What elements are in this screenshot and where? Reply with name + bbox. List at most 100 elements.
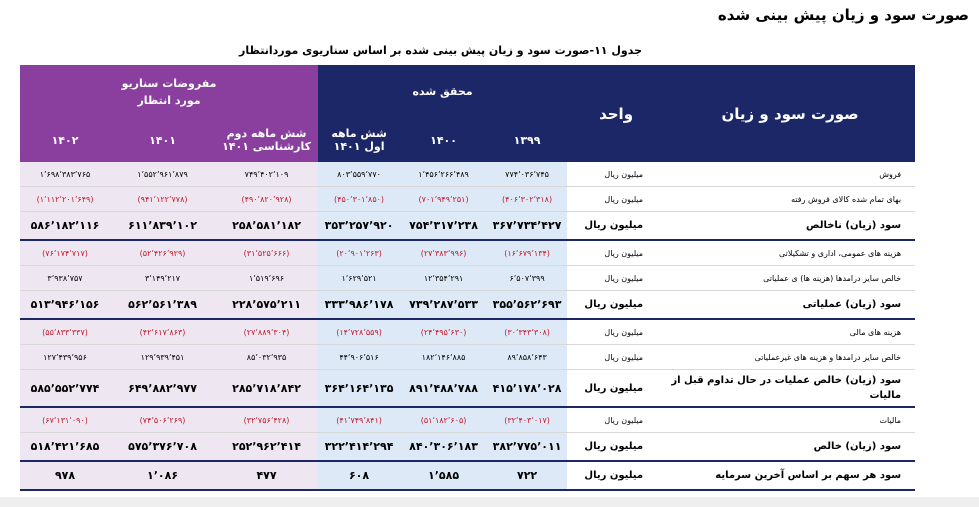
table-caption: جدول ۱۱-صورت سود و زیان پیش بینی شده بر …: [239, 44, 642, 57]
row-unit: میلیون ریال: [567, 344, 666, 370]
table-row: سود (زیان) خالص عملیات در حال تداوم قبل …: [20, 369, 916, 408]
row-label: مالیات: [665, 407, 916, 433]
cell-value: (۳۰٬۳۴۳٬۳۰۸): [487, 319, 568, 345]
table-row: سود (زیان) عملیاتی میلیون ریال ۳۵۵٬۵۶۲٬۶۹۳…: [20, 290, 916, 320]
row-unit: میلیون ریال: [567, 407, 666, 433]
cell-value: ۸۴۰٬۳۰۶٬۱۸۳: [400, 432, 488, 462]
row-unit: میلیون ریال: [567, 265, 666, 291]
table-row: مالیات میلیون ریال (۳۲٬۴۰۳٬۰۱۷) (۵۱٬۱۸۲٬۶۰۵…: [20, 407, 916, 433]
cell-value: ۴۷۷: [215, 461, 319, 491]
cell-value: ۶٬۵۰۷٬۳۹۹: [487, 265, 568, 291]
unit-header: واحد: [567, 65, 666, 162]
cell-value: (۴۰۶٬۳۰۲٬۳۱۸): [487, 186, 568, 212]
cell-value: ۱٬۶۹۸٬۳۸۳٬۷۶۵: [20, 162, 111, 187]
row-unit: میلیون ریال: [567, 432, 666, 462]
cell-value: ۸۹٬۸۵۸٬۶۴۳: [487, 344, 568, 370]
cell-value: ۷۷۴٬۰۳۶٬۷۴۵: [487, 162, 568, 187]
cell-value: ۵۶۲٬۵۶۱٬۳۸۹: [110, 290, 216, 320]
table-row: سود هر سهم بر اساس آخرین سرمایه میلیون ری…: [20, 461, 916, 491]
cell-value: ۵۷۵٬۳۷۶٬۷۰۸: [110, 432, 216, 462]
cell-value: (۲۷٬۸۸۹٬۳۰۴): [215, 319, 319, 345]
cell-value: (۷۴٬۵۰۶٬۲۶۹): [110, 407, 216, 433]
footer-band: [0, 497, 979, 507]
cell-value: ۵۸۶٬۱۸۲٬۱۱۶: [20, 211, 111, 241]
cell-value: ۱٬۵۵۲٬۹۶۱٬۸۷۹: [110, 162, 216, 187]
cell-value: (۴۲٬۶۱۷٬۸۶۳): [110, 319, 216, 345]
cell-value: ۲۵۲٬۹۶۲٬۴۱۴: [215, 432, 319, 462]
row-unit: میلیون ریال: [567, 290, 666, 320]
column-header: ۱۴۰۱: [110, 118, 216, 162]
cell-value: (۹۴۱٬۱۲۲٬۷۷۸): [110, 186, 216, 212]
cell-value: ۵۱۳٬۹۴۶٬۱۵۶: [20, 290, 111, 320]
name-header: صورت سود و زیان: [665, 65, 916, 162]
cell-value: (۵۵٬۸۳۳٬۳۳۷): [20, 319, 111, 345]
cell-value: ۶۰۸: [318, 461, 401, 491]
table-row: فروش میلیون ریال ۷۷۴٬۰۳۶٬۷۴۵ ۱٬۴۵۶٬۲۶۶٬۴۸۹ ۸…: [20, 162, 916, 187]
cell-value: (۲۴٬۴۹۵٬۶۳۰): [400, 319, 488, 345]
row-unit: میلیون ریال: [567, 240, 666, 266]
cell-value: (۳۱٬۵۲۵٬۶۶۶): [215, 240, 319, 266]
cell-value: (۴۵۰٬۳۰۱٬۸۵۰): [318, 186, 401, 212]
row-unit: میلیون ریال: [567, 162, 666, 187]
cell-value: (۶۷٬۱۳۱٬۰۹۰): [20, 407, 111, 433]
cell-value: ۷۴۹٬۴۰۲٬۱۰۹: [215, 162, 319, 187]
row-label: سود (زیان) خالص عملیات در حال تداوم قبل …: [665, 369, 916, 408]
cell-value: ۱۲۹٬۹۳۹٬۴۵۱: [110, 344, 216, 370]
cell-value: ۵۱۸٬۴۲۱٬۶۸۵: [20, 432, 111, 462]
cell-value: (۱۴٬۷۲۸٬۵۵۹): [318, 319, 401, 345]
cell-value: ۱٬۵۸۵: [400, 461, 488, 491]
column-header: ۱۴۰۲: [20, 118, 111, 162]
cell-value: (۷۶٬۱۷۴٬۷۱۷): [20, 240, 111, 266]
cell-value: ۱۲۷٬۴۳۹٬۹۵۶: [20, 344, 111, 370]
cell-value: ۱٬۵۱۹٬۶۹۶: [215, 265, 319, 291]
table-row: خالص سایر درامدها و هزینه های غیرعملیاتی…: [20, 344, 916, 370]
row-unit: میلیون ریال: [567, 186, 666, 212]
cell-value: ۷۳۹٬۲۸۷٬۵۳۳: [400, 290, 488, 320]
column-header: ۱۳۹۹: [487, 118, 568, 162]
row-label: هزینه های مالی: [665, 319, 916, 345]
page-title: صورت سود و زیان پیش بینی شده: [717, 6, 969, 24]
group-header: محقق شده: [318, 65, 568, 118]
row-label: فروش: [665, 162, 916, 187]
cell-value: ۶۴۹٬۸۸۲٬۹۷۷: [110, 369, 216, 408]
row-label: بهای تمام شده کالای فروش رفته: [665, 186, 916, 212]
table-row: سود (زیان) ناخالص میلیون ریال ۳۶۷٬۷۳۴٬۴۲۷ ۷…: [20, 211, 916, 241]
cell-value: ۱٬۶۲۹٬۵۲۱: [318, 265, 401, 291]
table-row: هزینه های مالی میلیون ریال (۳۰٬۳۴۳٬۳۰۸) (۲۴…: [20, 319, 916, 345]
cell-value: (۴۹۰٬۸۲۰٬۹۲۸): [215, 186, 319, 212]
row-label: خالص سایر درامدها (هزینه ها) ی عملیاتی: [665, 265, 916, 291]
cell-value: ۳۸۲٬۷۷۵٬۰۱۱: [487, 432, 568, 462]
cell-value: (۲۷٬۳۸۳٬۹۹۶): [400, 240, 488, 266]
row-label: سود (زیان) خالص: [665, 432, 916, 462]
cell-value: ۸۰۳٬۵۵۹٬۷۷۰: [318, 162, 401, 187]
cell-value: ۵۸۵٬۵۵۲٬۷۷۴: [20, 369, 111, 408]
cell-value: (۳۲٬۴۰۳٬۰۱۷): [487, 407, 568, 433]
cell-value: (۷۰۱٬۹۴۹٬۲۵۱): [400, 186, 488, 212]
group-header: مفروضات سناریو مورد انتظار: [20, 65, 319, 118]
cell-value: ۴۴٬۹۰۶٬۵۱۶: [318, 344, 401, 370]
row-label: هزینه های عمومی، اداری و تشکیلاتی: [665, 240, 916, 266]
cell-value: ۳۲۲٬۴۱۴٬۲۹۴: [318, 432, 401, 462]
cell-value: (۱۶٬۶۷۹٬۱۳۴): [487, 240, 568, 266]
row-label: خالص سایر درامدها و هزینه های غیرعملیاتی: [665, 344, 916, 370]
table-row: خالص سایر درامدها (هزینه ها) ی عملیاتی می…: [20, 265, 916, 291]
cell-value: ۶۱۱٬۸۳۹٬۱۰۲: [110, 211, 216, 241]
cell-value: (۲۰٬۹۰۱٬۲۶۳): [318, 240, 401, 266]
row-label: سود (زیان) ناخالص: [665, 211, 916, 241]
cell-value: (۵۱٬۱۸۲٬۶۰۵): [400, 407, 488, 433]
group-header-text: مفروضات سناریو مورد انتظار: [121, 76, 217, 107]
cell-value: ۴۱۵٬۱۷۸٬۰۲۸: [487, 369, 568, 408]
cell-value: ۸۹۱٬۴۸۸٬۷۸۸: [400, 369, 488, 408]
cell-value: ۷۵۴٬۳۱۷٬۲۳۸: [400, 211, 488, 241]
income-table: صورت سود و زیان واحد محقق شده مفروضات سن…: [20, 65, 916, 491]
cell-value: ۱٬۴۵۶٬۲۶۶٬۴۸۹: [400, 162, 488, 187]
cell-value: ۳٬۱۴۹٬۲۱۷: [110, 265, 216, 291]
table-row: هزینه های عمومی، اداری و تشکیلاتی میلیون …: [20, 240, 916, 266]
table-row: بهای تمام شده کالای فروش رفته میلیون ریال…: [20, 186, 916, 212]
cell-value: ۱۸۲٬۱۴۶٬۸۸۵: [400, 344, 488, 370]
cell-value: ۸۵٬۰۳۲٬۹۳۵: [215, 344, 319, 370]
row-unit: میلیون ریال: [567, 319, 666, 345]
table-row: سود (زیان) خالص میلیون ریال ۳۸۲٬۷۷۵٬۰۱۱ ۸۴۰…: [20, 432, 916, 462]
row-unit: میلیون ریال: [567, 461, 666, 491]
